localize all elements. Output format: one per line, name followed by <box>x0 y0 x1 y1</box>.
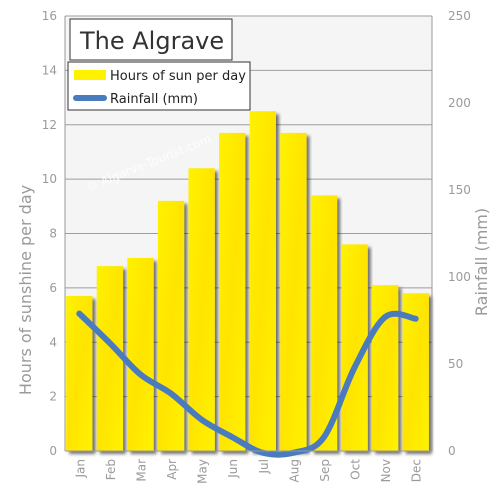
left-tick-label-4: 8 <box>49 227 57 241</box>
legend: Hours of sun per day Rainfall (mm) <box>67 61 251 111</box>
bar-may <box>188 168 215 451</box>
left-tick-label-5: 10 <box>42 172 57 186</box>
x-tick-label-apr: Apr <box>165 459 179 480</box>
x-tick-label-may: May <box>196 459 210 484</box>
right-axis-ticks: 0 50 100 150 200 250 <box>448 9 471 458</box>
right-tick-label-5: 250 <box>448 9 471 23</box>
bar-sep <box>310 195 338 451</box>
x-tick-label-jan: Jan <box>73 459 87 479</box>
left-tick-label-3: 6 <box>49 281 57 295</box>
bar-mar <box>127 257 154 451</box>
left-axis-title: Hours of sunshine per day <box>16 185 35 395</box>
right-tick-label-3: 150 <box>448 183 471 197</box>
legend-swatch-sunshine <box>74 70 106 80</box>
sunshine-bars <box>66 111 429 451</box>
right-tick-label-4: 200 <box>448 96 471 110</box>
x-tick-label-dec: Dec <box>410 459 424 482</box>
x-tick-label-oct: Oct <box>349 459 363 480</box>
x-tick-label-jul: Jul <box>257 459 271 474</box>
left-axis-ticks: 0 2 4 6 8 10 12 14 16 <box>42 9 57 458</box>
bar-jul <box>249 111 276 451</box>
x-tick-label-aug: Aug <box>287 459 301 482</box>
chart-title-box: The Algrave <box>69 18 233 61</box>
x-tick-label-nov: Nov <box>379 459 393 482</box>
x-tick-label-jun: Jun <box>226 459 240 479</box>
right-tick-label-2: 100 <box>448 270 471 284</box>
legend-label-rainfall: Rainfall (mm) <box>110 92 198 107</box>
left-tick-label-0: 0 <box>49 444 57 458</box>
x-tick-label-feb: Feb <box>104 459 118 480</box>
right-tick-label-1: 50 <box>448 357 463 371</box>
bar-aug <box>280 132 307 451</box>
left-tick-label-1: 2 <box>49 390 57 404</box>
bar-jun <box>219 132 246 451</box>
grid-lines <box>65 15 432 398</box>
bar-feb <box>96 266 124 451</box>
right-tick-label-0: 0 <box>448 444 456 458</box>
x-tick-label-sep: Sep <box>318 459 332 482</box>
chart-title: The Algrave <box>79 27 224 55</box>
left-tick-label-8: 16 <box>42 9 57 23</box>
bar-nov <box>371 285 399 451</box>
rainfall-line <box>76 310 419 458</box>
left-tick-label-2: 4 <box>49 335 57 349</box>
legend-label-sunshine: Hours of sun per day <box>110 69 246 84</box>
right-axis-title: Rainfall (mm) <box>472 208 491 316</box>
x-axis-ticks: Jan Feb Mar Apr May Jun Jul Aug Sep Oct Nov Dec <box>73 459 423 484</box>
left-tick-label-7: 14 <box>42 63 57 77</box>
left-tick-label-6: 12 <box>42 118 57 132</box>
bar-apr <box>157 200 185 451</box>
x-tick-label-mar: Mar <box>134 459 148 482</box>
